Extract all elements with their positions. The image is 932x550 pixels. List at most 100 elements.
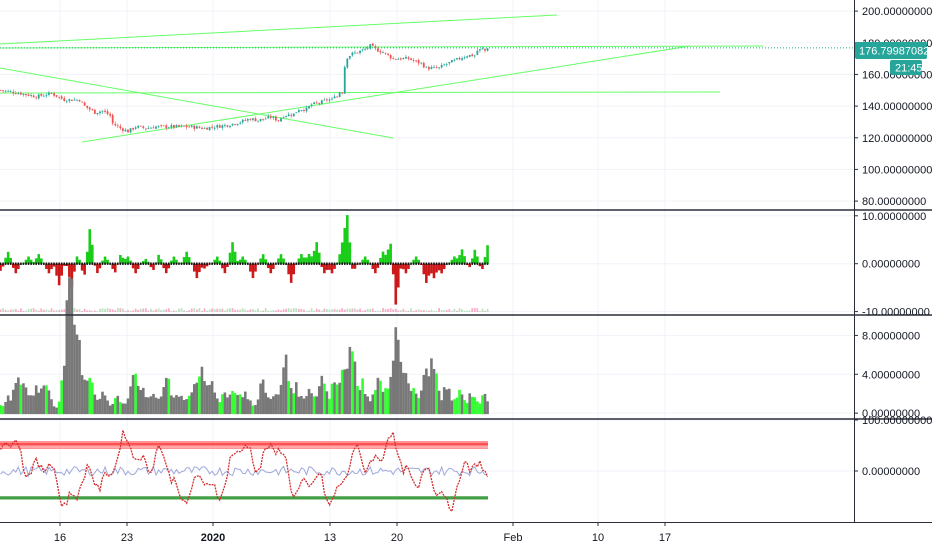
candle-body <box>132 128 134 130</box>
oscillator-volume-tick <box>338 309 341 312</box>
oscillator-bar <box>221 263 224 269</box>
zero-line-dot <box>20 262 22 265</box>
histogram-bar <box>325 391 329 415</box>
zero-line-dot <box>193 262 196 265</box>
countdown-tag-bg <box>890 60 922 75</box>
oscillator-volume-tick <box>407 310 410 312</box>
candle-body <box>91 109 94 111</box>
oscillator-bar <box>353 263 357 269</box>
oscillator-bar <box>361 259 364 264</box>
oscillator-bar <box>241 256 245 264</box>
oscillator-volume-tick <box>83 308 86 312</box>
oscillator-volume-tick <box>190 308 193 312</box>
candle-body <box>224 125 226 126</box>
histogram-bar <box>180 395 183 415</box>
oscillator-bar <box>121 257 125 264</box>
candle-body <box>211 126 214 128</box>
histogram-bar <box>162 387 165 415</box>
zero-line-dot <box>122 262 124 265</box>
pane-separators[interactable] <box>0 0 932 523</box>
zero-line-dot <box>139 262 142 265</box>
zero-line-dot <box>249 262 252 265</box>
stochastic-line <box>0 430 489 513</box>
histogram-bar <box>282 367 285 415</box>
histogram-bar <box>190 392 194 415</box>
oscillator-bar <box>203 263 206 269</box>
candle-body <box>338 92 341 98</box>
stochastic-pane[interactable] <box>0 430 489 513</box>
histogram-bar <box>126 398 130 415</box>
price-axis[interactable]: 200.00000000180.00000000160.00000000140.… <box>854 6 932 478</box>
histogram-bar <box>430 358 433 415</box>
oscillator-volume-tick <box>226 308 229 312</box>
oscillator-volume-tick <box>193 308 196 312</box>
oscillator-bar <box>404 263 408 274</box>
oscillator-bar <box>376 263 380 268</box>
candle-body <box>443 64 446 66</box>
histogram-bar <box>272 396 275 415</box>
candle-body <box>356 52 359 54</box>
zero-line-dot <box>252 262 254 265</box>
oscillator-bar <box>351 263 354 269</box>
candle-body <box>137 125 140 128</box>
oscillator-volume-tick <box>382 308 384 312</box>
oscillator-volume-tick <box>415 310 418 312</box>
trendline[interactable] <box>0 91 721 94</box>
oscillator-volume-tick <box>221 308 224 312</box>
trendline[interactable] <box>0 14 558 45</box>
price-tags: 176.79987082 21:45 <box>855 42 929 75</box>
oscillator-volume-tick <box>328 309 331 312</box>
histogram-bar <box>1 406 5 415</box>
candle-body <box>346 58 349 68</box>
candle-body <box>239 122 242 124</box>
oscillator-volume-tick <box>456 310 458 312</box>
oscillator-bar <box>193 263 196 272</box>
price-axis-tick-label: 10.00000000 <box>862 211 926 223</box>
candle-body <box>188 126 191 128</box>
zero-line-dot <box>231 262 234 265</box>
price-pane[interactable] <box>0 14 855 143</box>
histogram-bar <box>193 384 196 415</box>
oscillator-bar <box>397 263 400 288</box>
oscillator-volume-tick <box>111 309 114 312</box>
oscillator-bar <box>366 259 369 264</box>
zero-line-dot <box>323 262 326 265</box>
oscillator-pane[interactable] <box>0 215 489 312</box>
candle-body <box>226 125 229 127</box>
oscillator-volume-tick <box>231 308 234 312</box>
oscillator-bar <box>175 259 178 264</box>
zero-line-dot <box>343 262 346 265</box>
candle-body <box>435 67 438 69</box>
candle-body <box>25 93 27 95</box>
zero-line-dot <box>384 262 387 265</box>
oscillator-volume-tick <box>292 308 295 312</box>
oscillator-volume-tick <box>275 310 277 312</box>
histogram-bar <box>6 395 10 415</box>
zero-line-dot <box>236 262 239 265</box>
oscillator-volume-tick <box>73 308 76 312</box>
trendline[interactable] <box>0 45 764 49</box>
last-price-label: 176.79987082 <box>859 46 929 58</box>
zero-line-dot <box>129 262 132 265</box>
zero-line-dot <box>451 262 453 265</box>
countdown-label: 21:45 <box>895 63 923 75</box>
oscillator-bar <box>282 258 285 264</box>
histogram-bar <box>440 400 443 415</box>
histogram-bar <box>80 375 84 415</box>
zero-line-dot <box>372 262 374 265</box>
histogram-bar <box>455 397 459 415</box>
zero-line-dot <box>397 262 400 265</box>
oscillator-volume-tick <box>354 308 356 312</box>
oscillator-bar <box>134 263 137 274</box>
trendline[interactable] <box>0 67 394 139</box>
oscillator-volume-tick <box>351 308 354 312</box>
oscillator-volume-tick <box>99 308 101 312</box>
trendline[interactable] <box>81 45 691 143</box>
histogram-bar <box>205 385 209 415</box>
volume-histogram-pane[interactable] <box>0 277 489 415</box>
oscillator-volume-tick <box>216 308 219 312</box>
oscillator-volume-tick <box>104 308 106 312</box>
time-axis[interactable]: 16 23 2020 13 20 Feb 10 17 <box>54 522 671 544</box>
oscillator-bar <box>279 254 283 264</box>
